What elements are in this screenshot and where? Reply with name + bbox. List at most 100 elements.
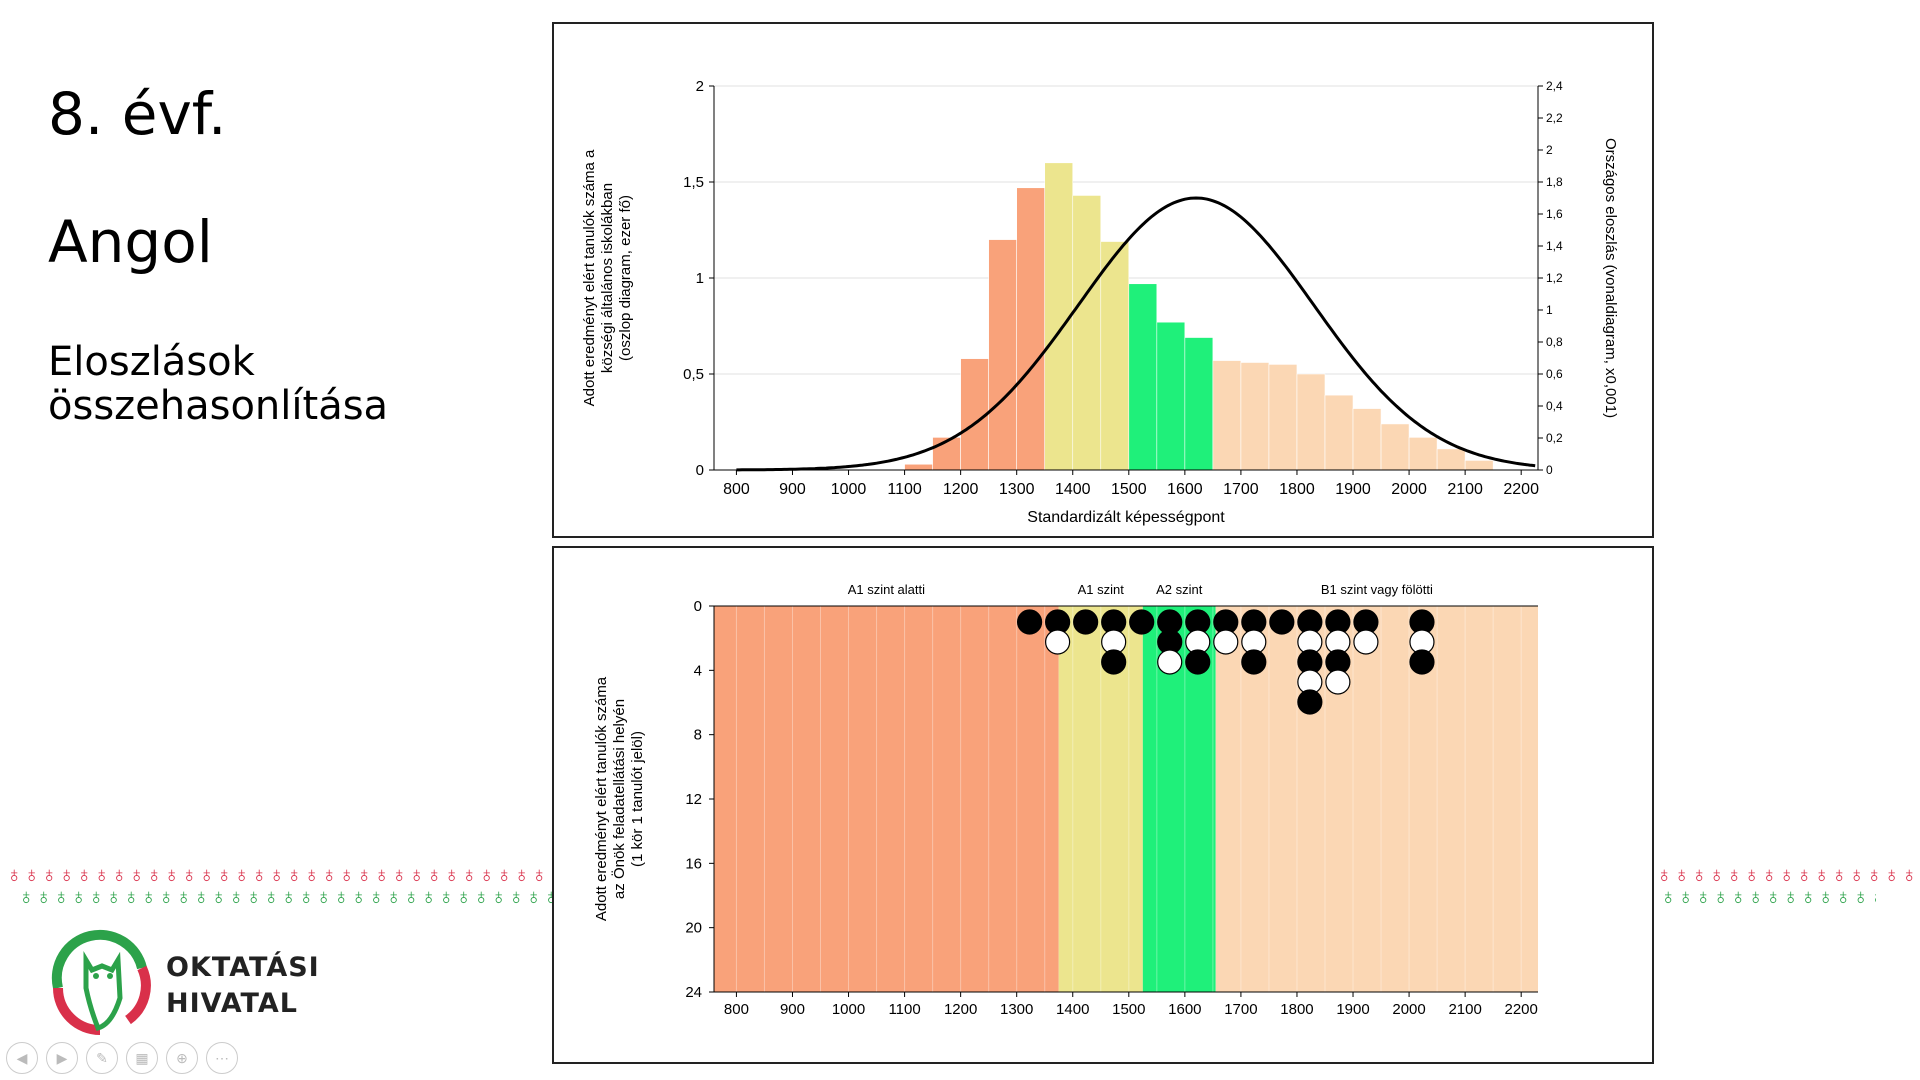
x-tick-label: 2200 [1504, 1001, 1537, 1018]
zoom-icon[interactable]: ⊕ [166, 1042, 198, 1074]
x-tick-label: 2100 [1448, 1001, 1481, 1018]
x-tick-label: 1900 [1336, 1001, 1369, 1018]
logo-text-line1: OKTATÁSI [166, 952, 320, 983]
y-tick-label: 8 [694, 727, 702, 744]
previous-icon[interactable]: ◀ [6, 1042, 38, 1074]
x-tick-label: 1200 [944, 1001, 977, 1018]
y-tick-label: 12 [685, 791, 702, 808]
histogram-bar [1072, 195, 1102, 471]
histogram-bar [1268, 364, 1298, 471]
pen-icon[interactable]: ✎ [86, 1042, 118, 1074]
histogram-bar [1100, 241, 1130, 471]
y-tick-label: 1,5 [683, 174, 704, 191]
grade-title: 8. évf. [48, 80, 227, 148]
y-tick-label: 24 [685, 984, 702, 1001]
student-circle [1129, 609, 1155, 635]
school-results-chart: A1 szint alatti A1 szint A2 szint B1 szint … [593, 582, 1538, 1018]
national-distribution-line [736, 196, 1536, 472]
x-tick-label: 1200 [943, 481, 979, 498]
histogram-bar [1408, 437, 1438, 471]
owl-logo-icon [51, 929, 151, 1035]
x-tick-label: 1600 [1168, 1001, 1201, 1018]
y2-tick-label: 0,2 [1546, 431, 1563, 445]
level-band [1058, 606, 1143, 992]
level-label: A1 szint [1078, 582, 1125, 597]
slides-icon[interactable]: ▦ [126, 1042, 158, 1074]
next-icon[interactable]: ▶ [46, 1042, 78, 1074]
level-band [714, 606, 1059, 992]
student-circle [1157, 649, 1183, 675]
y-tick-label: 0 [694, 598, 702, 615]
x-tick-label: 1500 [1112, 1001, 1145, 1018]
histogram-bar [1184, 337, 1214, 471]
student-circle [1269, 609, 1295, 635]
x-tick-label: 1000 [832, 1001, 865, 1018]
apple-pattern-icon: ♁♁♁♁♁♁♁♁♁♁♁♁♁♁♁♁♁♁♁♁♁♁♁♁♁♁♁♁♁♁♁♁♁♁ [6, 864, 552, 886]
logo-text-line2: HIVATAL [166, 988, 298, 1019]
presentation-controls: ◀ ▶ ✎ ▦ ⊕ ⋯ [6, 1042, 238, 1076]
x-tick-label: 1900 [1335, 481, 1371, 498]
histogram-bar [1156, 321, 1186, 471]
y2-tick-label: 0,4 [1546, 399, 1563, 413]
x-tick-label: 2000 [1391, 481, 1427, 498]
distribution-chart: 0 0,5 1 1,5 2 0 0,2 0,4 0,6 0,8 1 1,2 1,4 1,6 1,8 2 2,2 2… [581, 78, 1619, 526]
y-axis-title: Adott eredményt elért tanulók számaaz Ön… [593, 676, 646, 921]
x-tick-label: 1300 [999, 481, 1035, 498]
x-axis-title: Standardizált képességpont [1027, 509, 1225, 526]
x-tick-label: 900 [779, 481, 806, 498]
y-tick-label: 16 [685, 855, 702, 872]
student-circle [1241, 649, 1267, 675]
student-circle [1045, 629, 1071, 655]
histogram-bar [1128, 283, 1158, 471]
school-results-panel: A1 szint alatti A1 szint A2 szint B1 szint … [552, 546, 1654, 1064]
x-tick-label: 900 [780, 1001, 805, 1018]
student-circle [1016, 609, 1043, 635]
student-circle [1101, 649, 1127, 675]
x-tick-label: 1000 [831, 481, 867, 498]
student-circle [1185, 649, 1211, 675]
x-tick-label: 1700 [1223, 481, 1259, 498]
x-tick-label: 1100 [887, 481, 922, 498]
y2-tick-label: 2,4 [1546, 79, 1563, 93]
x-tick-label: 1600 [1167, 481, 1203, 498]
x-tick-label: 1400 [1055, 481, 1091, 498]
histogram-bar [1324, 394, 1354, 471]
y2-tick-label: 1,8 [1546, 175, 1563, 189]
slide-subtitle: Eloszlások összehasonlítása [48, 339, 389, 429]
y-axis-title: Adott eredményt elért tanulók száma aköz… [581, 149, 634, 406]
histogram-bar [1464, 460, 1494, 471]
y-tick-label: 1 [696, 270, 704, 287]
apple-pattern-icon: ♁♁♁♁♁♁♁♁♁♁♁♁♁♁♁♁♁ [1656, 864, 1916, 886]
student-circle [1297, 689, 1323, 715]
y2-axis-title: Országos eloszlás (vonaldiagram, x0,001) [1602, 138, 1619, 418]
student-circle [1325, 669, 1351, 695]
x-tick-label: 1800 [1279, 481, 1315, 498]
histogram-bar [1016, 187, 1046, 471]
histogram-bar [1240, 362, 1270, 471]
subject-title: Angol [48, 208, 213, 276]
y2-tick-label: 1 [1546, 303, 1553, 317]
x-tick-label: 800 [724, 1001, 749, 1018]
y2-tick-label: 0,8 [1546, 335, 1563, 349]
histogram-bar [1296, 373, 1326, 471]
x-tick-label: 1400 [1056, 1001, 1089, 1018]
histogram-bar [1436, 448, 1466, 471]
y-tick-label: 20 [685, 920, 702, 937]
level-band [1215, 606, 1538, 992]
x-tick-label: 800 [723, 481, 750, 498]
y2-tick-label: 0,6 [1546, 367, 1563, 381]
y-tick-label: 0 [696, 462, 704, 479]
x-tick-label: 2000 [1392, 1001, 1425, 1018]
y2-tick-label: 0 [1546, 463, 1553, 477]
x-tick-label: 2100 [1447, 481, 1483, 498]
apple-pattern-icon: ♁♁♁♁♁♁♁♁♁♁♁♁♁♁ [1660, 886, 1876, 908]
x-tick-label: 2200 [1503, 481, 1539, 498]
student-circle [1213, 629, 1239, 655]
y-tick-label: 2 [696, 78, 704, 95]
level-label: A2 szint [1156, 582, 1203, 597]
y2-tick-label: 1,6 [1546, 207, 1563, 221]
x-tick-label: 1700 [1224, 1001, 1257, 1018]
y-tick-label: 0,5 [683, 366, 704, 383]
y-tick-label: 4 [694, 662, 702, 679]
more-icon[interactable]: ⋯ [206, 1042, 238, 1074]
